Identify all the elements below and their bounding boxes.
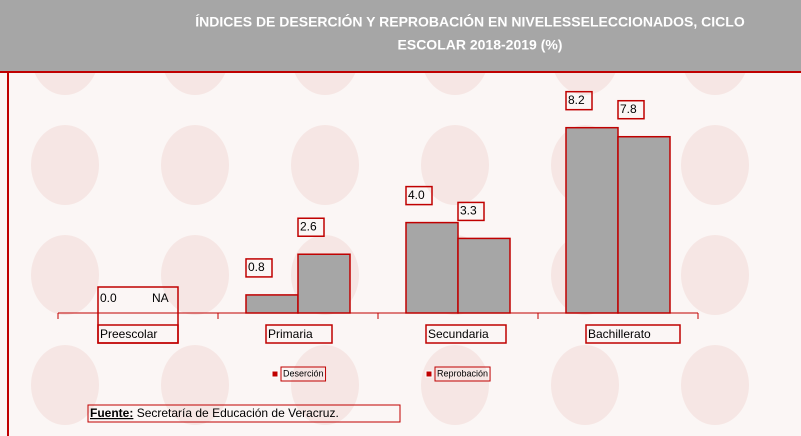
category-box	[425, 324, 507, 344]
bar	[457, 237, 511, 314]
source-label: Fuente:	[90, 406, 133, 420]
source-box	[87, 404, 401, 423]
data-label: NA	[152, 291, 169, 305]
value-box	[457, 201, 485, 222]
legend-marker	[271, 370, 279, 378]
x-tick-label: Bachillerato	[588, 327, 651, 341]
legend-box	[280, 366, 327, 382]
data-label: 3.3	[460, 204, 477, 218]
value-box	[405, 185, 433, 206]
legend-label: Reprobación	[437, 368, 488, 378]
value-box	[297, 217, 325, 237]
value-box	[97, 286, 179, 344]
value-box	[245, 258, 273, 278]
data-label: 7.8	[620, 102, 637, 116]
bar	[297, 253, 351, 314]
value-box	[565, 90, 593, 111]
legend-marker	[425, 370, 433, 378]
data-label: 8.2	[568, 93, 585, 107]
bar	[405, 221, 459, 314]
source: Fuente: Secretaría de Educación de Verac…	[90, 406, 339, 420]
data-label: 4.0	[408, 188, 425, 202]
bar	[617, 135, 671, 314]
value-box	[617, 99, 645, 120]
category-box	[265, 324, 333, 344]
x-tick-label: Secundaria	[428, 327, 489, 341]
legend-box	[434, 366, 491, 382]
bar	[245, 294, 299, 314]
bar	[565, 126, 619, 314]
chart-title: ÍNDICES DE DESERCIÓN Y REPROBACIÓN EN NI…	[195, 13, 745, 30]
header	[0, 0, 801, 72]
x-tick-label: Primaria	[268, 327, 313, 341]
category-box	[585, 324, 681, 344]
data-label: 0.0	[100, 291, 117, 305]
source-text: Secretaría de Educación de Veracruz.	[137, 406, 339, 420]
chart-title: ESCOLAR 2018-2019 (%)	[398, 37, 563, 53]
x-tick-label: Preescolar	[100, 327, 157, 341]
data-label: 2.6	[300, 219, 317, 233]
legend-label: Deserción	[283, 368, 324, 378]
data-label: 0.8	[248, 260, 265, 274]
